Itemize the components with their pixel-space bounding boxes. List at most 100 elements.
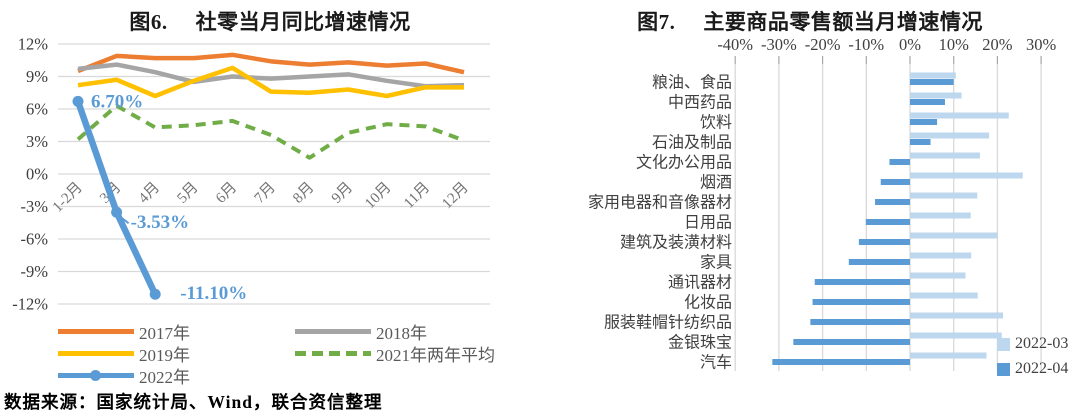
x-axis-tick-label: 20% [982, 35, 1013, 54]
y-axis-tick-label: 3% [26, 132, 48, 151]
figure6-caption: 社零当月同比增速情况 [195, 10, 411, 34]
bar-2022-04 [814, 279, 910, 285]
category-label: 日用品 [684, 215, 732, 232]
legend-swatch-2018 [295, 328, 371, 334]
bar-2022-04 [889, 159, 910, 165]
bar-2022-03 [910, 252, 972, 259]
point-label: 6.70% [91, 91, 143, 112]
bar-2022-03 [910, 92, 962, 99]
bar-2022-04 [865, 219, 910, 225]
series-line-2017年 [77, 52, 465, 75]
bar-chart-svg: -40% -30% -20% -10% 0% 10% 20% 30% 粮油、食品中西药品饮料石油… [588, 35, 1057, 372]
legend-item-2022-03: 2022-03 [997, 335, 1069, 352]
category-label: 汽车 [700, 354, 732, 372]
category-label: 化妆品 [684, 294, 732, 312]
category-label: 家用电器和音像器材 [588, 194, 732, 212]
line-chart-svg: 12%9%6%3%0%-3%-6%-9%-12%1-2月 3月 4月 5月 6月 7月 8月… [12, 35, 490, 313]
series-line-2021年两年平均 [76, 103, 465, 160]
x-axis-tick-label: 4月 [136, 180, 163, 207]
x-axis-tick-label: 12月 [439, 180, 472, 213]
y-axis-tick-label: 12% [18, 35, 49, 54]
bar-2022-03 [910, 112, 1009, 119]
legend-label-2022-03: 2022-03 [1015, 335, 1069, 352]
bar-2022-03 [910, 312, 1004, 319]
bar-2022-04 [910, 79, 954, 85]
bar-2022-04 [910, 139, 931, 145]
x-axis-tick-label: 10月 [362, 180, 395, 213]
figure6-title: 图6. 社零当月同比增速情况 [0, 6, 540, 36]
legend-label-2018: 2018年 [376, 323, 427, 343]
y-axis-tick-label: 6% [26, 100, 48, 119]
bar-2022-04 [910, 99, 945, 105]
y-axis-tick-label: -9% [21, 262, 49, 281]
category-label: 烟酒 [700, 174, 732, 192]
legend-item-2019: 2019年 [58, 344, 190, 365]
x-axis-tick-label: 30% [1026, 35, 1057, 54]
category-label: 金银珠宝 [668, 334, 732, 352]
legend-label-2022: 2022年 [139, 367, 190, 387]
bar-2022-03 [910, 352, 987, 359]
category-label: 家具 [700, 254, 732, 272]
bar-2022-04 [910, 119, 938, 125]
legend-swatch-2022-03 [997, 337, 1010, 351]
figure7-caption: 主要商品零售额当月增速情况 [703, 10, 983, 34]
series-marker [111, 206, 123, 218]
bar-2022-03 [910, 292, 978, 299]
figure6-number: 图6. [129, 10, 168, 34]
x-axis-tick-label: 1-2月 [50, 180, 86, 216]
category-label: 石油及制品 [652, 134, 732, 152]
bar-2022-04 [810, 319, 910, 325]
bar-2022-03 [910, 332, 1002, 339]
category-label: 中西药品 [668, 94, 732, 112]
data-source-note: 数据来源：国家统计局、Wind，联合资信整理 [4, 392, 383, 412]
x-axis-tick-label: 7月 [252, 180, 279, 207]
legend-item-2022: 2022年 [58, 366, 190, 387]
y-axis-tick-label: 0% [26, 165, 48, 184]
bar-2022-04 [858, 239, 910, 245]
point-label: -11.10% [180, 283, 247, 304]
bar-2022-03 [910, 132, 990, 139]
category-label: 粮油、食品 [652, 74, 732, 92]
category-label: 通讯器材 [668, 274, 732, 292]
bar-2022-03 [910, 232, 998, 239]
bar-2022-03 [910, 272, 966, 279]
legend-swatch-2017 [58, 328, 134, 334]
x-axis-tick-label: 0% [899, 35, 921, 54]
bar-2022-04 [875, 199, 910, 205]
bar-2022-04 [772, 359, 910, 365]
bar-2022-04 [880, 179, 910, 185]
bar-2022-03 [910, 152, 980, 159]
x-axis-tick-label: 8月 [290, 180, 317, 207]
bar-2022-04 [812, 299, 910, 305]
x-axis-tick-label: 9月 [329, 180, 356, 207]
series-marker [149, 288, 161, 300]
legend-item-2022-04: 2022-04 [997, 360, 1068, 377]
bar-2022-03 [910, 172, 1023, 179]
series-line-2019年 [77, 65, 464, 99]
x-axis-tick-label: -10% [848, 35, 884, 54]
x-axis-tick-label: 10% [939, 35, 970, 54]
legend-swatch-2022-04 [997, 362, 1010, 376]
legend-swatch-2021avg [295, 350, 371, 356]
category-label: 建筑及装潢材料 [620, 234, 732, 252]
x-axis-tick-label: -40% [717, 35, 753, 54]
figure7-title: 图7. 主要商品零售额当月增速情况 [540, 6, 1080, 36]
category-label: 饮料 [700, 114, 732, 132]
bar-2022-03 [910, 212, 971, 219]
point-label: -3.53% [131, 212, 190, 233]
y-axis-tick-label: 9% [26, 67, 48, 86]
legend-label-2021avg: 2021年两年平均 [376, 345, 495, 365]
legend-label-2019: 2019年 [139, 345, 190, 365]
category-label: 文化办公用品 [636, 154, 732, 172]
x-axis-tick-label: -30% [761, 35, 797, 54]
bar-2022-03 [910, 192, 978, 199]
legend-swatch-2022 [58, 369, 134, 381]
x-axis-tick-label: -20% [805, 35, 841, 54]
legend-swatch-2019 [58, 350, 134, 356]
legend-marker-dot [90, 369, 101, 381]
bar-2022-04 [848, 259, 910, 265]
series-line-2018年 [77, 62, 465, 89]
y-axis-tick-label: -6% [21, 229, 49, 248]
legend-item-2021avg: 2021年两年平均 [295, 344, 495, 365]
